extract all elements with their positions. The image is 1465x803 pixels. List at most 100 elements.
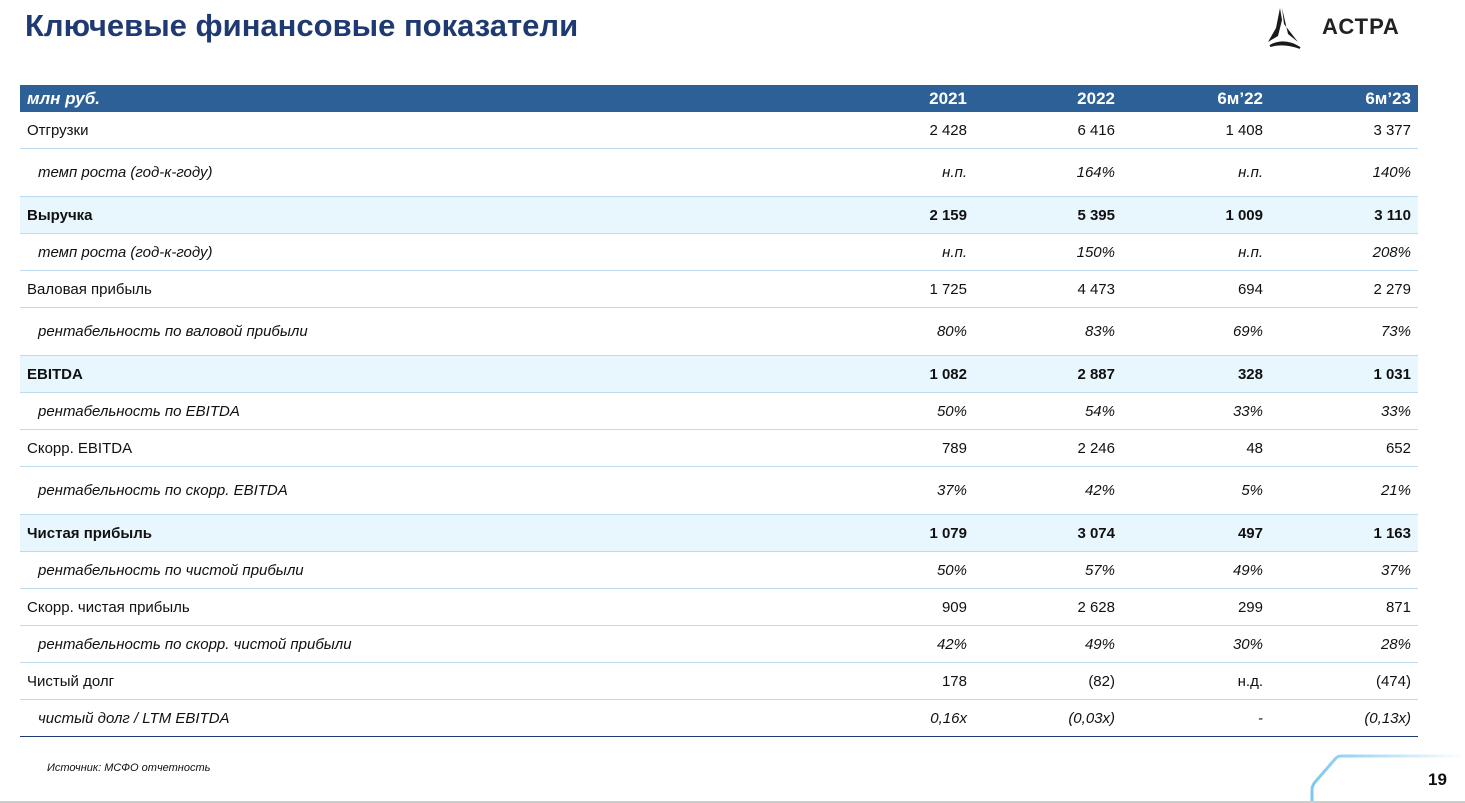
header-6m22: 6м’22 (1122, 85, 1270, 112)
corner-decoration-icon (1310, 754, 1465, 803)
row-value: 50% (826, 551, 974, 589)
row-value: 2 628 (974, 588, 1122, 626)
row-value: 328 (1122, 355, 1270, 393)
row-value: 5 395 (974, 196, 1122, 234)
row-value: (0,13x) (1270, 699, 1418, 737)
row-label: рентабельность по валовой прибыли (20, 307, 826, 356)
row-value: 1 408 (1122, 112, 1270, 149)
row-value: 2 887 (974, 355, 1122, 393)
row-label: EBITDA (20, 355, 826, 393)
row-value: 178 (826, 662, 974, 700)
header-unit: млн руб. (20, 85, 826, 112)
table-row: Валовая прибыль 1 725 4 473 694 2 279 (20, 270, 1418, 308)
row-label: рентабельность по чистой прибыли (20, 551, 826, 589)
financial-table: млн руб. 2021 2022 6м’22 6м’23 Отгрузки 2… (20, 85, 1418, 737)
table-row: Отгрузки 2 428 6 416 1 408 3 377 (20, 112, 1418, 149)
row-value: 83% (974, 307, 1122, 356)
row-value: 1 082 (826, 355, 974, 393)
row-value: 30% (1122, 625, 1270, 663)
row-value: 3 074 (974, 514, 1122, 552)
row-value: 1 079 (826, 514, 974, 552)
row-value: 33% (1270, 392, 1418, 430)
row-value: (474) (1270, 662, 1418, 700)
table-row: Чистый долг 178 (82) н.д. (474) (20, 662, 1418, 700)
row-value: 1 009 (1122, 196, 1270, 234)
row-value: 80% (826, 307, 974, 356)
table-row: Выручка 2 159 5 395 1 009 3 110 (20, 196, 1418, 234)
table-row: рентабельность по скорр. чистой прибыли 4… (20, 625, 1418, 663)
row-label: Чистая прибыль (20, 514, 826, 552)
row-value: 2 428 (826, 112, 974, 149)
row-value: 48 (1122, 429, 1270, 467)
header-6m23: 6м’23 (1270, 85, 1418, 112)
table-row: Скорр. чистая прибыль 909 2 628 299 871 (20, 588, 1418, 626)
row-value: 69% (1122, 307, 1270, 356)
row-value: 1 163 (1270, 514, 1418, 552)
row-value: 21% (1270, 466, 1418, 515)
row-value: 4 473 (974, 270, 1122, 308)
row-label: Выручка (20, 196, 826, 234)
row-value: 150% (974, 233, 1122, 271)
row-label: темп роста (год-к-году) (20, 233, 826, 271)
table-row: рентабельность по скорр. EBITDA 37% 42% 5% 2… (20, 466, 1418, 515)
row-label: Скорр. чистая прибыль (20, 588, 826, 626)
row-value: 909 (826, 588, 974, 626)
row-value: 33% (1122, 392, 1270, 430)
row-value: 2 159 (826, 196, 974, 234)
row-value: 42% (826, 625, 974, 663)
header-2022: 2022 (974, 85, 1122, 112)
row-label: Скорр. EBITDA (20, 429, 826, 467)
row-label: рентабельность по скорр. чистой прибыли (20, 625, 826, 663)
row-value: 50% (826, 392, 974, 430)
table-header: млн руб. 2021 2022 6м’22 6м’23 (20, 85, 1418, 112)
row-value: 652 (1270, 429, 1418, 467)
row-value: 299 (1122, 588, 1270, 626)
logo-text: АСТРА (1322, 14, 1400, 39)
row-value: 49% (974, 625, 1122, 663)
table-row: Скорр. EBITDA 789 2 246 48 652 (20, 429, 1418, 467)
table-row: рентабельность по чистой прибыли 50% 57% 49… (20, 551, 1418, 589)
table-row: чистый долг / LTM EBITDA 0,16x (0,03x) - (0,… (20, 699, 1418, 737)
row-value: 1 725 (826, 270, 974, 308)
row-value: н.п. (826, 148, 974, 197)
row-value: 0,16x (826, 699, 974, 737)
row-value: 3 110 (1270, 196, 1418, 234)
page-number: 19 (1428, 770, 1447, 789)
row-value: н.п. (826, 233, 974, 271)
row-value: 871 (1270, 588, 1418, 626)
source-note: Источник: МСФО отчетность (47, 762, 211, 774)
row-value: (82) (974, 662, 1122, 700)
row-value: 2 246 (974, 429, 1122, 467)
row-label: чистый долг / LTM EBITDA (20, 699, 826, 737)
row-value: н.п. (1122, 148, 1270, 197)
astra-logo-icon (1268, 8, 1301, 49)
table-row: рентабельность по EBITDA 50% 54% 33% 33% (20, 392, 1418, 430)
row-value: 1 031 (1270, 355, 1418, 393)
row-value: 73% (1270, 307, 1418, 356)
header-2021: 2021 (826, 85, 974, 112)
row-value: н.д. (1122, 662, 1270, 700)
row-label: Чистый долг (20, 662, 826, 700)
row-label: Отгрузки (20, 112, 826, 149)
row-value: 42% (974, 466, 1122, 515)
row-value: - (1122, 699, 1270, 737)
row-value: 694 (1122, 270, 1270, 308)
row-value: 28% (1270, 625, 1418, 663)
row-value: 6 416 (974, 112, 1122, 149)
row-value: 37% (826, 466, 974, 515)
table-row: EBITDA 1 082 2 887 328 1 031 (20, 355, 1418, 393)
row-value: 164% (974, 148, 1122, 197)
row-label: темп роста (год-к-году) (20, 148, 826, 197)
row-value: (0,03x) (974, 699, 1122, 737)
row-value: 140% (1270, 148, 1418, 197)
row-label: рентабельность по скорр. EBITDA (20, 466, 826, 515)
table-row: Чистая прибыль 1 079 3 074 497 1 163 (20, 514, 1418, 552)
row-value: 54% (974, 392, 1122, 430)
page-title: Ключевые финансовые показатели (25, 8, 579, 43)
table-row: темп роста (год-к-году) н.п. 164% н.п. 140% (20, 148, 1418, 197)
row-value: 497 (1122, 514, 1270, 552)
row-value: н.п. (1122, 233, 1270, 271)
row-value: 5% (1122, 466, 1270, 515)
table-row: темп роста (год-к-году) н.п. 150% н.п. 208% (20, 233, 1418, 271)
row-value: 37% (1270, 551, 1418, 589)
